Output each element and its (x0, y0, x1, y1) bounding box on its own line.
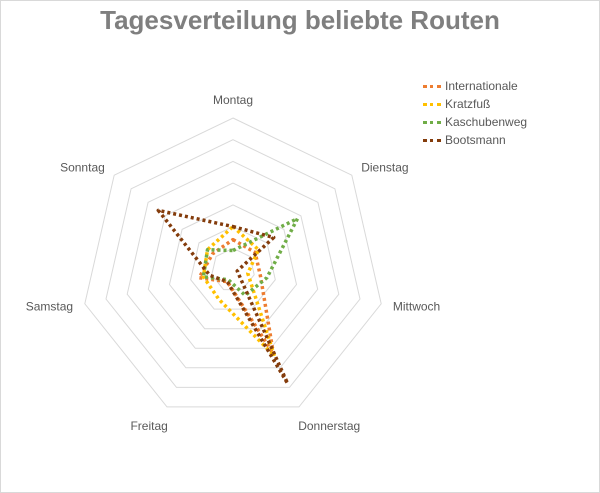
series-line-internationale (197, 237, 276, 356)
legend-swatch (423, 102, 441, 106)
grid-ring (147, 182, 319, 349)
chart-title: Tagesverteilung beliebte Routen (100, 5, 500, 35)
axis-label-dienstag: Dienstag (361, 161, 408, 175)
grid-ring (126, 160, 340, 369)
axis-label-mittwoch: Mittwoch (393, 300, 440, 314)
legend-label: Kaschubenweg (445, 115, 528, 129)
legend-label: Internationale (445, 79, 518, 93)
grid-ring (211, 247, 255, 291)
series-line-kratzfu- (201, 224, 277, 358)
legend-label: Bootsmann (445, 133, 506, 147)
series-line-bootsmann (156, 208, 290, 386)
axis-label-montag: Montag (213, 93, 253, 107)
grid-ring (168, 204, 298, 330)
grid-ring (84, 117, 382, 408)
axis-label-donnerstag: Donnerstag (298, 419, 360, 433)
legend-item: Internationale (423, 77, 527, 95)
legend-swatch (423, 120, 441, 124)
axis-label-freitag: Freitag (130, 419, 167, 433)
grid-ring (105, 139, 361, 388)
grid-ring (190, 226, 276, 310)
legend-item: Kratzfuß (423, 95, 527, 113)
axis-label-samstag: Samstag (26, 300, 73, 314)
legend-label: Kratzfuß (445, 97, 491, 111)
radar-grid (84, 117, 382, 408)
legend: Internationale Kratzfuß Kaschubenweg Bootsm… (423, 77, 527, 149)
axis-labels: Montag Dienstag Mittwoch Donnerstag Freitag S… (26, 93, 441, 433)
radar-series (156, 208, 300, 386)
legend-item: Kaschubenweg (423, 113, 527, 131)
legend-swatch (423, 84, 441, 88)
axis-label-sonntag: Sonntag (60, 161, 105, 175)
legend-swatch (423, 138, 441, 142)
legend-item: Bootsmann (423, 131, 527, 149)
